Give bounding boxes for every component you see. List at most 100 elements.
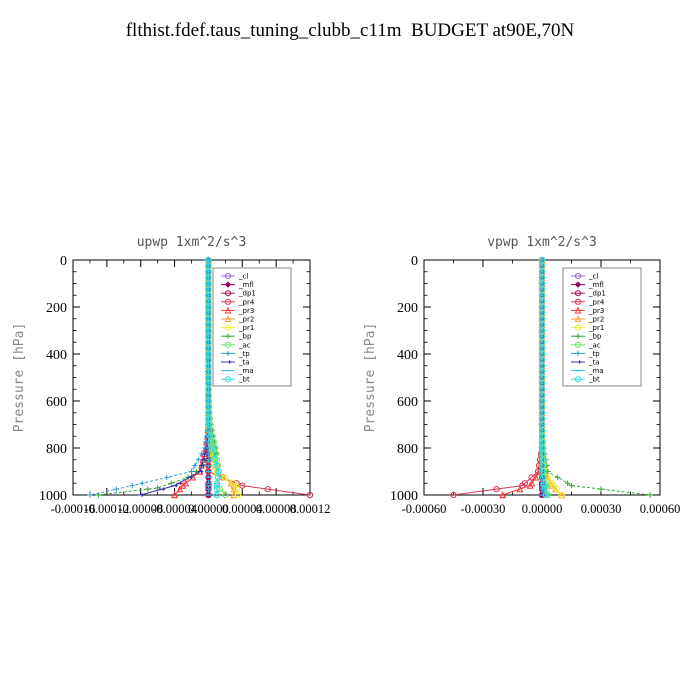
series-line bbox=[541, 260, 651, 496]
data-point bbox=[598, 486, 604, 492]
series-pr3 bbox=[171, 256, 212, 499]
legend-label: _tp bbox=[238, 350, 250, 358]
legend-label: _bp bbox=[588, 333, 602, 341]
x-tick-label: -0.00060 bbox=[402, 502, 447, 516]
data-point bbox=[541, 486, 548, 493]
legend-item: _pr4 bbox=[221, 298, 255, 306]
legend-item: _ac bbox=[571, 341, 601, 349]
legend-label: _pr4 bbox=[588, 298, 605, 306]
legend-item: _pr4 bbox=[571, 298, 605, 306]
data-point bbox=[230, 480, 237, 487]
data-point bbox=[205, 292, 212, 299]
data-point bbox=[197, 469, 204, 474]
legend-label: _pr2 bbox=[588, 316, 604, 324]
data-point bbox=[538, 315, 546, 322]
x-tick-label: 0.00012 bbox=[290, 502, 331, 516]
data-point bbox=[558, 491, 565, 499]
data-point bbox=[213, 482, 220, 489]
data-point bbox=[538, 468, 546, 475]
legend-label: _bp bbox=[238, 333, 252, 341]
data-point bbox=[538, 350, 546, 358]
legend-item: _pr1 bbox=[221, 324, 254, 332]
legend-label: _dp1 bbox=[238, 290, 256, 298]
legend-item: _tp bbox=[571, 350, 600, 358]
data-point bbox=[213, 468, 220, 475]
y-tick-label: 800 bbox=[397, 442, 418, 457]
data-point bbox=[233, 486, 241, 493]
panel-title: vpwp 1xm^2/s^3 bbox=[487, 235, 597, 250]
legend-label: _bt bbox=[238, 376, 250, 384]
data-point bbox=[538, 439, 546, 446]
legend-marker bbox=[574, 341, 582, 348]
legend-item: _cl bbox=[571, 273, 598, 281]
legend-label: _ma bbox=[588, 367, 604, 375]
data-point bbox=[555, 474, 561, 480]
legend-label: _pr1 bbox=[588, 324, 604, 332]
data-point bbox=[538, 280, 546, 287]
chart-panel-2: vpwp 1xm^2/s^3 Pressure [hPa] 0 200 400 600 80… bbox=[363, 235, 680, 516]
data-point bbox=[139, 480, 145, 486]
data-point bbox=[87, 492, 93, 498]
legend-marker bbox=[224, 298, 232, 305]
data-point bbox=[164, 474, 170, 480]
data-point bbox=[208, 444, 215, 452]
data-point bbox=[264, 486, 271, 493]
x-tick-label: -0.00004 bbox=[152, 502, 198, 516]
y-tick-label: 0 bbox=[60, 254, 67, 269]
series-line bbox=[89, 260, 209, 496]
data-point bbox=[159, 487, 166, 491]
data-point bbox=[538, 433, 546, 440]
data-point bbox=[222, 491, 229, 499]
legend-marker bbox=[574, 272, 582, 280]
data-point bbox=[538, 321, 546, 328]
legend-label: _pr2 bbox=[238, 316, 254, 324]
legend-marker bbox=[574, 281, 582, 288]
legend-item: _ma bbox=[571, 367, 604, 375]
data-point bbox=[538, 356, 546, 363]
legend-label: _ac bbox=[588, 341, 601, 349]
legend-item: _bp bbox=[571, 333, 602, 341]
data-point bbox=[538, 368, 546, 375]
legend-marker bbox=[225, 333, 231, 339]
data-point bbox=[499, 491, 507, 499]
data-point bbox=[213, 491, 220, 499]
data-point bbox=[205, 327, 212, 334]
y-tick-label: 400 bbox=[46, 348, 67, 363]
y-tick-label: 1000 bbox=[39, 489, 67, 504]
data-point bbox=[205, 274, 212, 281]
data-point bbox=[647, 492, 653, 498]
legend-item: _pr3 bbox=[221, 306, 254, 315]
data-point bbox=[538, 286, 546, 293]
data-point bbox=[538, 303, 546, 311]
data-point bbox=[207, 439, 215, 446]
legend-item: _pr3 bbox=[571, 306, 604, 315]
legend-marker bbox=[224, 290, 232, 297]
data-point bbox=[171, 483, 178, 488]
x-tick-label: -0.00030 bbox=[461, 502, 506, 516]
data-point bbox=[549, 480, 556, 487]
data-point bbox=[538, 374, 546, 381]
data-point bbox=[538, 421, 546, 428]
data-point bbox=[182, 479, 190, 487]
x-tick-label: 0.00000 bbox=[188, 502, 229, 516]
legend-item: _ac bbox=[221, 341, 251, 349]
data-point bbox=[205, 280, 212, 287]
data-point bbox=[205, 321, 212, 328]
data-point bbox=[155, 485, 161, 491]
data-point bbox=[205, 256, 212, 264]
legend-item: _ma bbox=[221, 367, 254, 375]
legend-item: _bp bbox=[221, 333, 252, 341]
x-tick-label: -0.00016 bbox=[51, 502, 96, 516]
x-tick-label: 0.00008 bbox=[256, 502, 297, 516]
data-point bbox=[205, 303, 212, 311]
data-point bbox=[212, 444, 219, 452]
data-point bbox=[306, 491, 314, 499]
legend-marker bbox=[224, 306, 232, 314]
legend-box bbox=[562, 267, 642, 387]
data-point bbox=[138, 493, 145, 497]
y-axis-label: Pressure [hPa] bbox=[363, 323, 378, 433]
legend-marker bbox=[224, 376, 232, 383]
x-tick-label: -0.00012 bbox=[84, 502, 129, 516]
legend-item: _dp1 bbox=[571, 290, 606, 298]
data-point bbox=[205, 286, 212, 293]
